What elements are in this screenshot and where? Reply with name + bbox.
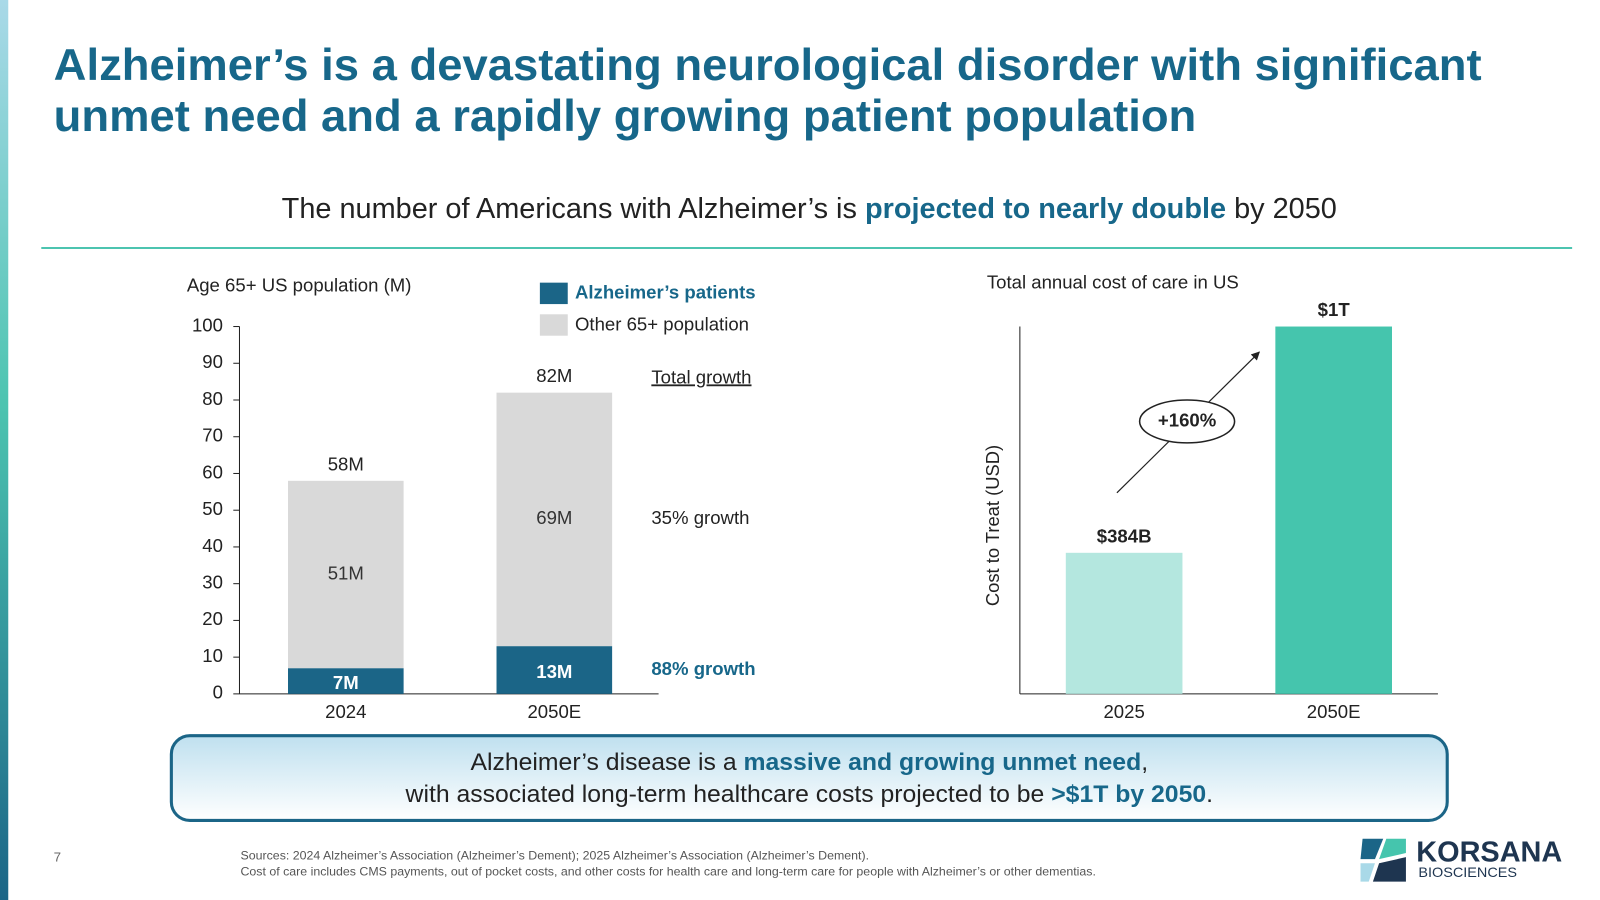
annotation-bubble bbox=[1138, 399, 1236, 444]
growth-annotation: 35% growth bbox=[651, 507, 749, 528]
title-line: Alzheimer’s is a devastating neurologica… bbox=[54, 39, 1482, 90]
accent-strip bbox=[0, 0, 9, 900]
y-tick-label: 60 bbox=[202, 461, 223, 482]
y-tick-label: 50 bbox=[202, 498, 223, 519]
logo-sub: BIOSCIENCES bbox=[1418, 865, 1517, 881]
total-label: 58M bbox=[328, 453, 364, 474]
subtitle: The number of Americans with Alzheimer’s… bbox=[282, 193, 1337, 225]
y-axis-label: Cost to Treat (USD) bbox=[982, 445, 1003, 606]
chart-title: Total annual cost of care in US bbox=[987, 272, 1239, 293]
source-note: Sources: 2024 Alzheimer’s Association (A… bbox=[241, 848, 870, 862]
title-line: unmet need and a rapidly growing patient… bbox=[54, 90, 1197, 141]
value-label: $384B bbox=[1097, 525, 1152, 546]
bar bbox=[1275, 326, 1392, 694]
y-tick-label: 70 bbox=[202, 425, 223, 446]
segment-label: 13M bbox=[536, 661, 572, 682]
callout-line: with associated long-term healthcare cos… bbox=[405, 780, 1213, 807]
y-tick-label: 20 bbox=[202, 608, 223, 629]
logo-name: KORSANA bbox=[1416, 837, 1562, 869]
page-number: 7 bbox=[54, 850, 61, 865]
value-label: $1T bbox=[1318, 299, 1351, 320]
x-tick-label: 2025 bbox=[1103, 701, 1144, 722]
bar-segment bbox=[288, 668, 404, 694]
bar-segment bbox=[496, 646, 613, 694]
total-label: 82M bbox=[536, 365, 572, 386]
x-tick-label: 2024 bbox=[325, 701, 366, 722]
x-tick-label: 2050E bbox=[527, 701, 581, 722]
legend-swatch bbox=[539, 314, 568, 336]
segment-label: 69M bbox=[536, 507, 572, 528]
growth-annotation: +160% bbox=[1158, 409, 1216, 430]
growth-annotation: Total growth bbox=[651, 367, 751, 388]
legend-label: Other 65+ population bbox=[575, 313, 749, 334]
segment-label: 7M bbox=[333, 672, 359, 693]
callout-line: Alzheimer’s disease is a massive and gro… bbox=[470, 749, 1148, 776]
legend-label: Alzheimer’s patients bbox=[575, 282, 756, 303]
y-tick-label: 40 bbox=[202, 535, 223, 556]
y-tick-label: 100 bbox=[192, 314, 223, 335]
bar-segment bbox=[288, 480, 404, 669]
callout-box bbox=[169, 734, 1449, 822]
logo-icon bbox=[1360, 838, 1406, 882]
bar-segment bbox=[496, 392, 613, 647]
source-note: Cost of care includes CMS payments, out … bbox=[241, 865, 1096, 879]
y-tick-label: 80 bbox=[202, 388, 223, 409]
y-tick-label: 10 bbox=[202, 645, 223, 666]
y-tick-label: 0 bbox=[213, 682, 223, 703]
legend-swatch bbox=[539, 282, 568, 305]
growth-annotation: 88% growth bbox=[651, 658, 755, 679]
segment-label: 51M bbox=[328, 562, 364, 583]
y-tick-label: 90 bbox=[202, 351, 223, 372]
x-tick-label: 2050E bbox=[1307, 701, 1361, 722]
bar bbox=[1065, 552, 1183, 694]
y-tick-label: 30 bbox=[202, 572, 223, 593]
y-axis-label: Age 65+ US population (M) bbox=[187, 275, 412, 296]
